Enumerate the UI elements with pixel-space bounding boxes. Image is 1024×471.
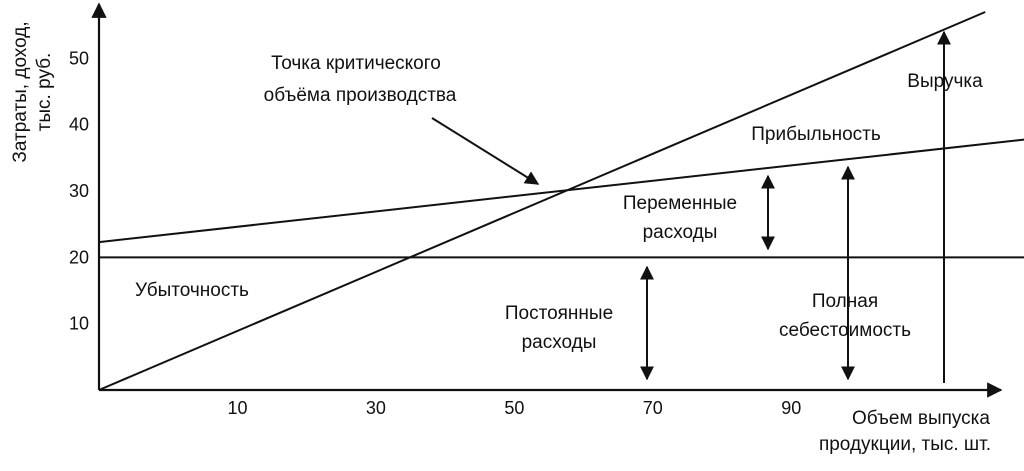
revenue-label: Выручка	[907, 71, 983, 92]
total-cost-label-line-2: себестоимость	[779, 320, 911, 341]
x-tick-label: 70	[643, 398, 663, 418]
series-lines	[98, 11, 1024, 391]
loss-label: Убыточность	[135, 280, 249, 301]
total-cost-label-line-1: Полная	[812, 291, 878, 312]
y-axis-title-line-2: тыс. руб.	[34, 53, 55, 132]
y-tick-label: 20	[69, 247, 89, 267]
total-cost-line	[98, 138, 1024, 244]
x-tick-label: 10	[227, 398, 247, 418]
break-even-label-line-2: объёма производства	[264, 85, 457, 106]
y-tick-label: 40	[69, 115, 89, 135]
x-axis-title-line-2: продукции, тыс. шт.	[819, 434, 991, 455]
y-tick-label: 50	[69, 48, 89, 68]
fixed-costs-label-line-1: Постоянные	[505, 303, 613, 324]
variable-costs-label-line-2: расходы	[643, 222, 718, 243]
x-tick-label: 50	[504, 398, 524, 418]
revenue-line	[98, 11, 986, 391]
variable-costs-label-line-1: Переменные	[623, 193, 737, 214]
x-tick-label: 30	[366, 398, 386, 418]
tick-labels: 10 30 50 70 90 10 20 30 40 50	[69, 48, 801, 418]
annotation-arrows	[431, 30, 951, 383]
break-even-pointer-arrow	[431, 117, 540, 185]
fixed-costs-label-line-2: расходы	[522, 332, 597, 353]
x-tick-label: 90	[781, 398, 801, 418]
y-tick-label: 30	[69, 181, 89, 201]
x-axis-title-line-1: Объем выпуска	[852, 408, 990, 429]
y-axis-title-line-1: Затраты, доход,	[10, 21, 31, 162]
y-tick-label: 10	[69, 314, 89, 334]
break-even-label-line-1: Точка критического	[271, 53, 441, 74]
profit-label: Прибыльность	[751, 124, 881, 145]
